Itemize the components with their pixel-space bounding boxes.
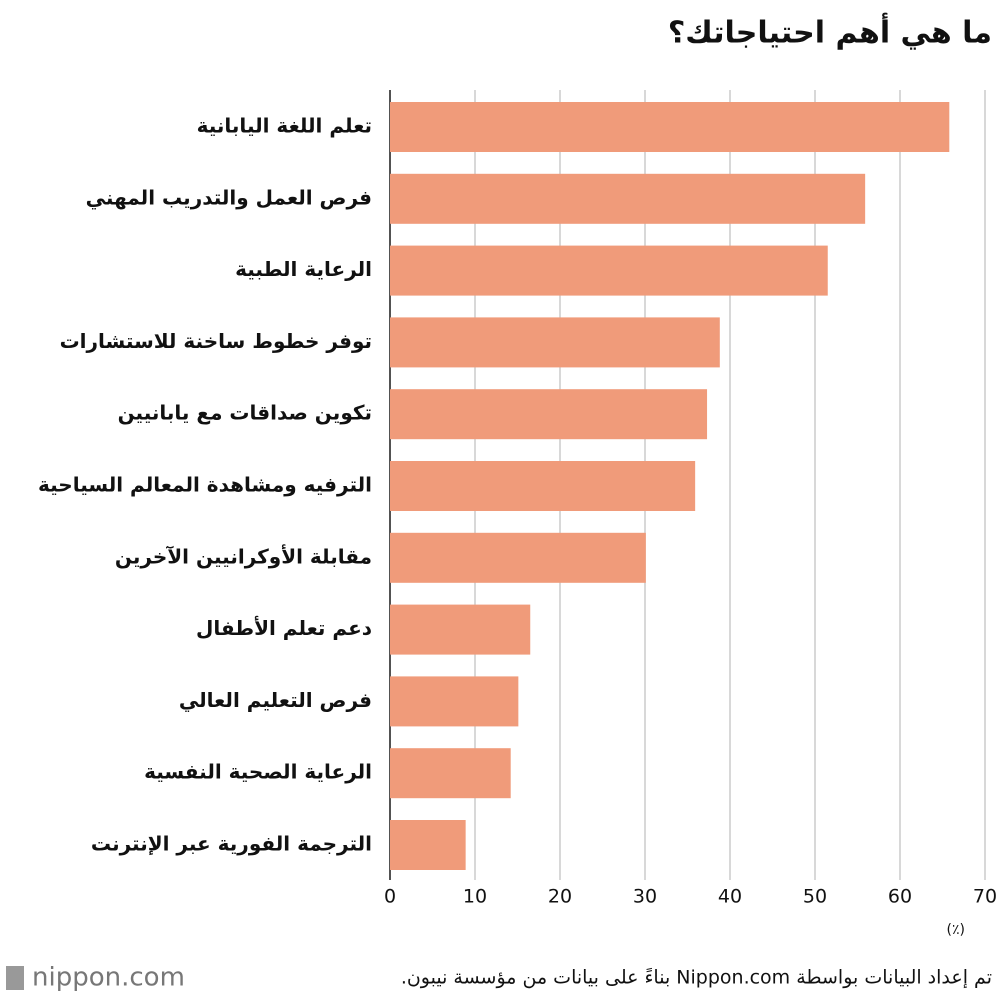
y-tick-label: الرعاية الصحية النفسية [144,760,372,784]
logo: nippon.com [32,963,185,993]
logo-icon [6,966,24,990]
x-tick-label: 0 [384,886,396,908]
bar [390,245,828,296]
bar [390,102,950,152]
bar [390,604,531,655]
bar [390,461,696,511]
chart-title: ما هي أهم احتياجاتك؟ [668,13,992,51]
x-tick-label: 70 [973,886,997,908]
x-tick-label: 20 [548,886,572,908]
source-note: تم إعداد البيانات بواسطة Nippon.com بناء… [401,967,992,990]
y-tick-label: توفر خطوط ساخنة للاستشارات [60,329,372,353]
bar [390,820,466,870]
bar [390,676,519,727]
x-tick-label: 10 [463,886,487,908]
y-tick-label: الرعاية الطبية [235,257,372,281]
bar [390,389,708,440]
bar [390,173,866,224]
y-tick-label: الترفيه ومشاهدة المعالم السياحية [38,473,372,497]
y-tick-label: دعم تعلم الأطفال [196,615,372,640]
y-tick-label: مقابلة الأوكرانيين الآخرين [115,543,372,568]
x-tick-label: 40 [718,886,742,908]
y-tick-label: الترجمة الفورية عبر الإنترنت [91,832,372,856]
y-tick-label: فرص التعليم العالي [179,688,372,713]
unit-label: (٪) [947,922,965,938]
bar [390,317,720,368]
bar [390,748,511,799]
y-tick-label: تكوين صداقات مع يابانيين [118,401,372,425]
y-tick-label: فرص العمل والتدريب المهني [86,185,372,210]
x-tick-label: 50 [803,886,827,908]
y-tick-label: تعلم اللغة اليابانية [197,114,372,138]
x-tick-label: 30 [633,886,657,908]
x-tick-label: 60 [888,886,912,908]
bar [390,532,646,583]
